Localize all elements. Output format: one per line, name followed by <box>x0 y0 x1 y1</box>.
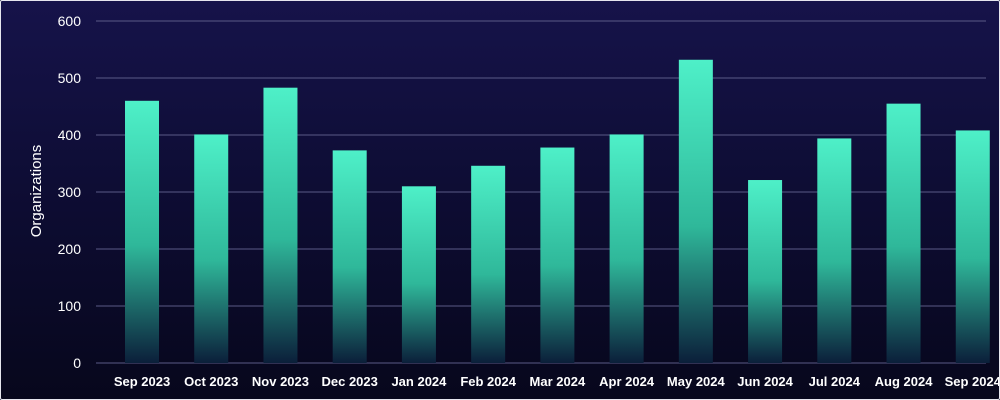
bar-nov-2023 <box>263 87 298 363</box>
bar-may-2024 <box>678 59 713 363</box>
bar-sep-2024 <box>955 130 990 363</box>
x-tick-label: Mar 2024 <box>530 374 586 389</box>
y-axis-ticks: 0 100 200 300 400 500 600 <box>58 13 82 371</box>
x-tick-label: Feb 2024 <box>460 374 516 389</box>
bars <box>125 59 990 364</box>
y-axis-title: Organizations <box>28 145 45 238</box>
x-tick-label: Sep 2024 <box>945 374 1000 389</box>
bar-mar-2024 <box>540 147 575 363</box>
y-tick-label: 300 <box>58 184 82 200</box>
y-tick-label: 500 <box>58 70 82 86</box>
x-tick-label: Jun 2024 <box>737 374 793 389</box>
bar-feb-2024 <box>471 165 506 363</box>
x-tick-label: Dec 2023 <box>321 374 377 389</box>
x-tick-label: Jul 2024 <box>809 374 861 389</box>
bar-jan-2024 <box>401 186 436 363</box>
bar-jul-2024 <box>817 138 852 363</box>
x-tick-label: Oct 2023 <box>184 374 238 389</box>
y-tick-label: 200 <box>58 241 82 257</box>
y-tick-label: 0 <box>73 355 81 371</box>
x-tick-label: Sep 2023 <box>114 374 170 389</box>
x-axis-ticks: Sep 2023 Oct 2023 Nov 2023 Dec 2023 Jan 2024… <box>114 374 1000 389</box>
y-tick-label: 600 <box>58 13 82 29</box>
x-tick-label: Apr 2024 <box>599 374 655 389</box>
x-tick-label: Nov 2023 <box>252 374 309 389</box>
bar-sep-2023 <box>125 100 159 364</box>
bar-jun-2024 <box>748 180 783 363</box>
bar-aug-2024 <box>886 103 921 364</box>
bar-oct-2023 <box>194 134 229 363</box>
x-tick-label: Aug 2024 <box>875 374 934 389</box>
x-tick-label: May 2024 <box>667 374 726 389</box>
bar-dec-2023 <box>332 150 367 363</box>
y-tick-label: 400 <box>58 127 82 143</box>
y-tick-label: 100 <box>58 298 82 314</box>
bar-apr-2024 <box>609 134 644 363</box>
x-tick-label: Jan 2024 <box>391 374 447 389</box>
